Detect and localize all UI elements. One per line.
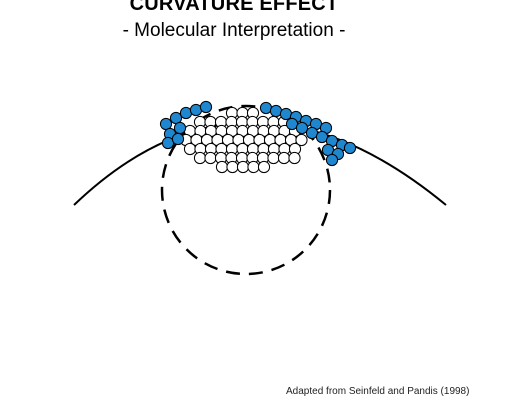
surface-molecule — [279, 107, 293, 121]
surface-molecule — [295, 121, 309, 135]
diagram-title: CURVATURE EFFECT — [129, 0, 339, 15]
interior-molecule — [215, 160, 229, 174]
interior-molecule — [247, 160, 260, 174]
interior-molecule — [204, 151, 217, 165]
surface-molecule — [189, 103, 203, 117]
interior-molecule — [183, 142, 197, 156]
interior-molecule — [277, 151, 291, 165]
surface-molecule — [325, 153, 339, 167]
interior-molecule — [193, 151, 207, 165]
interior-molecule — [288, 151, 301, 165]
surface-molecule — [199, 100, 213, 114]
surface-molecule — [179, 106, 193, 120]
interior-molecule — [236, 160, 250, 174]
interior-molecule — [267, 151, 280, 165]
droplet-outline — [160, 104, 332, 276]
surface-molecule — [343, 141, 357, 155]
source-credit: Adapted from Seinfeld and Pandis (1998) — [286, 386, 470, 397]
surface-molecule — [259, 101, 273, 115]
diagram-subtitle: - Molecular Interpretation - — [122, 20, 346, 41]
interior-molecule — [295, 133, 308, 147]
surface-molecule — [171, 132, 185, 146]
interior-molecule — [257, 160, 271, 174]
surface-molecule — [269, 104, 283, 118]
interior-molecule — [226, 160, 239, 174]
molecule-cluster — [159, 100, 357, 174]
surface-molecule — [173, 121, 187, 135]
